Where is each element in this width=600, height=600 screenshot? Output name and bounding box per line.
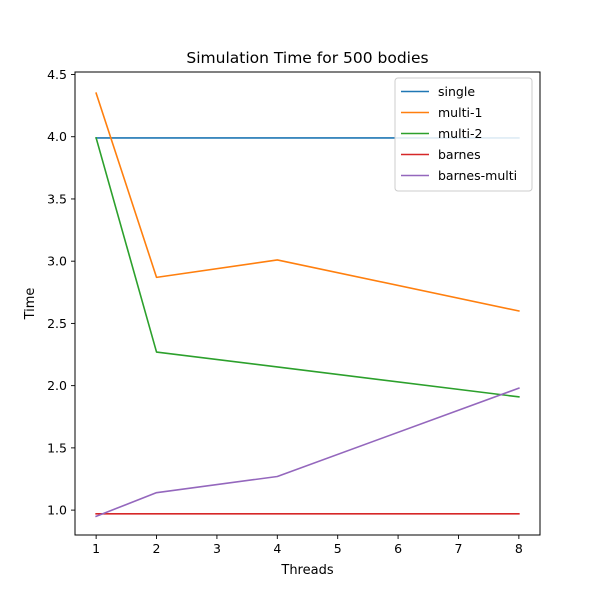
x-tick-label: 4 bbox=[273, 541, 281, 556]
y-tick-label: 3.5 bbox=[47, 191, 67, 206]
series-line-multi-1 bbox=[95, 92, 520, 312]
x-tick-label: 5 bbox=[334, 541, 342, 556]
legend-box bbox=[394, 77, 533, 192]
y-axis-ticks: 1.0 1.5 2.0 2.5 3.0 3.5 4.0 4.5 bbox=[47, 67, 75, 518]
x-tick-label: 7 bbox=[454, 541, 462, 556]
y-axis-title: Time bbox=[23, 288, 38, 321]
legend: single multi-1 multi-2 barnes barnes-multi bbox=[394, 77, 533, 192]
y-tick-label: 1.0 bbox=[47, 503, 67, 518]
y-tick-label: 3.0 bbox=[47, 254, 67, 269]
x-axis-ticks: 1 2 3 4 5 6 7 8 bbox=[92, 535, 523, 556]
series-line-multi-2 bbox=[95, 136, 520, 398]
x-tick-label: 1 bbox=[92, 541, 100, 556]
x-tick-label: 6 bbox=[394, 541, 402, 556]
x-tick-label: 8 bbox=[515, 541, 523, 556]
x-axis-title: Threads bbox=[280, 563, 333, 578]
y-tick-label: 4.0 bbox=[47, 129, 67, 144]
y-tick-label: 2.5 bbox=[47, 316, 67, 331]
chart-title: Simulation Time for 500 bodies bbox=[186, 49, 428, 67]
series-line-barnes-multi bbox=[95, 387, 520, 518]
y-tick-label: 2.0 bbox=[47, 378, 67, 393]
plot-frame bbox=[74, 71, 541, 536]
x-tick-label: 2 bbox=[153, 541, 161, 556]
y-tick-label: 4.5 bbox=[47, 67, 67, 82]
legend-label-single: single bbox=[438, 84, 475, 99]
legend-label-barnes: barnes bbox=[438, 147, 481, 162]
legend-label-barnes-multi: barnes-multi bbox=[438, 168, 517, 183]
x-tick-label: 3 bbox=[213, 541, 221, 556]
y-tick-label: 1.5 bbox=[47, 440, 67, 455]
legend-label-multi-1: multi-1 bbox=[438, 105, 482, 120]
legend-label-multi-2: multi-2 bbox=[438, 126, 482, 141]
